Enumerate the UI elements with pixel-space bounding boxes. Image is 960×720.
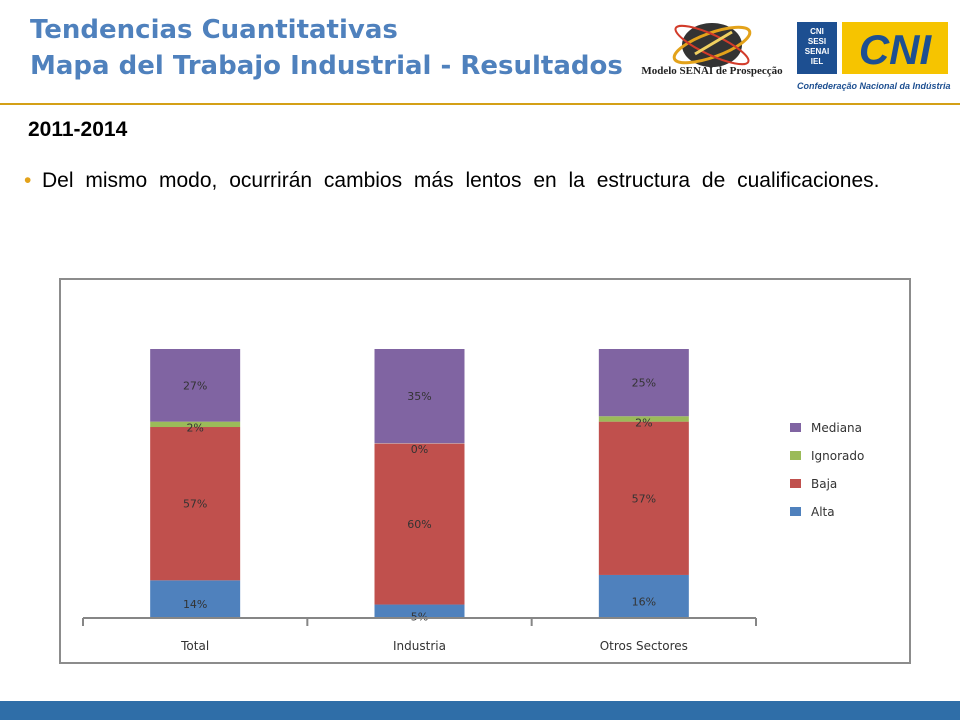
data-label-mediana-0: 27% xyxy=(183,379,207,392)
section-subtitle: 2011-2014 xyxy=(28,118,128,141)
data-label-baja-2: 57% xyxy=(632,492,656,505)
bar-alta-2 xyxy=(598,574,689,618)
bar-alta-0 xyxy=(150,580,241,618)
legend-swatch-mediana xyxy=(790,423,801,432)
chart-frame: 14% 57% 2% 27% Total 5% 60% 0% 35% Industria 16% 57… xyxy=(59,278,911,664)
data-label-mediana-2: 25% xyxy=(632,377,656,390)
bar-mediana-1 xyxy=(374,349,465,444)
x-tick-label-2: Otros Sectores xyxy=(600,639,688,653)
data-label-alta-1: 5% xyxy=(411,610,428,623)
data-label-ignorado-0: 2% xyxy=(186,422,203,435)
legend-swatch-baja xyxy=(790,479,801,488)
bar-baja-1 xyxy=(374,443,465,605)
data-label-mediana-1: 35% xyxy=(407,390,431,403)
bar-ignorado-0 xyxy=(150,421,241,428)
legend-label-alta: Alta xyxy=(811,505,835,519)
bullet-dot-icon: • xyxy=(24,169,32,192)
legend-swatch-alta xyxy=(790,507,801,516)
page-title: Tendencias Cuantitativas xyxy=(30,15,398,45)
senai-logo: Modelo SENAI de Prospecção xyxy=(641,23,783,77)
bar-ignorado-2 xyxy=(598,416,689,422)
cni-logo: CNI SESI SENAI IEL CNI Confederação Naci… xyxy=(797,22,951,91)
legend-label-ignorado: Ignorado xyxy=(811,449,864,463)
senai-logo-text: Modelo SENAI de Prospecção xyxy=(641,65,783,77)
cni-small-4: IEL xyxy=(811,57,824,66)
cni-small-3: SENAI xyxy=(805,47,829,56)
bar-mediana-2 xyxy=(598,349,689,417)
data-label-ignorado-1: 0% xyxy=(411,443,428,456)
stacked-bar-chart: 14% 57% 2% 27% Total 5% 60% 0% 35% Industria 16% 57… xyxy=(82,349,864,653)
cni-big: CNI xyxy=(859,26,933,73)
bar-baja-0 xyxy=(150,427,241,581)
cni-small-1: CNI xyxy=(810,27,824,36)
bullet-text: Del mismo modo, ocurrirán cambios más le… xyxy=(42,169,880,192)
bar-mediana-0 xyxy=(150,349,241,422)
data-label-ignorado-2: 2% xyxy=(635,416,652,429)
title-block: Tendencias Cuantitativas Mapa del Trabaj… xyxy=(30,12,623,84)
legend-label-baja: Baja xyxy=(811,477,837,491)
data-label-alta-2: 16% xyxy=(632,595,656,608)
cni-small-2: SESI xyxy=(808,37,826,46)
x-tick-label-1: Industria xyxy=(393,639,446,653)
page-subtitle-title: Mapa del Trabajo Industrial - Resultados xyxy=(30,51,623,81)
bullet-item: • Del mismo modo, ocurrirán cambios más … xyxy=(24,162,946,200)
logos: Modelo SENAI de Prospecção CNI SESI SENA… xyxy=(641,22,951,91)
footer-bar xyxy=(0,701,960,720)
legend-swatch-ignorado xyxy=(790,451,801,460)
data-label-baja-0: 57% xyxy=(183,498,207,511)
legend-label-mediana: Mediana xyxy=(811,421,862,435)
bar-alta-1 xyxy=(374,604,465,618)
cni-caption: Confederação Nacional da Indústria xyxy=(797,81,951,91)
data-label-baja-1: 60% xyxy=(407,518,431,531)
x-tick-label-0: Total xyxy=(180,639,209,653)
header-divider xyxy=(0,103,960,105)
data-label-alta-0: 14% xyxy=(183,598,207,611)
bar-baja-2 xyxy=(598,421,689,575)
